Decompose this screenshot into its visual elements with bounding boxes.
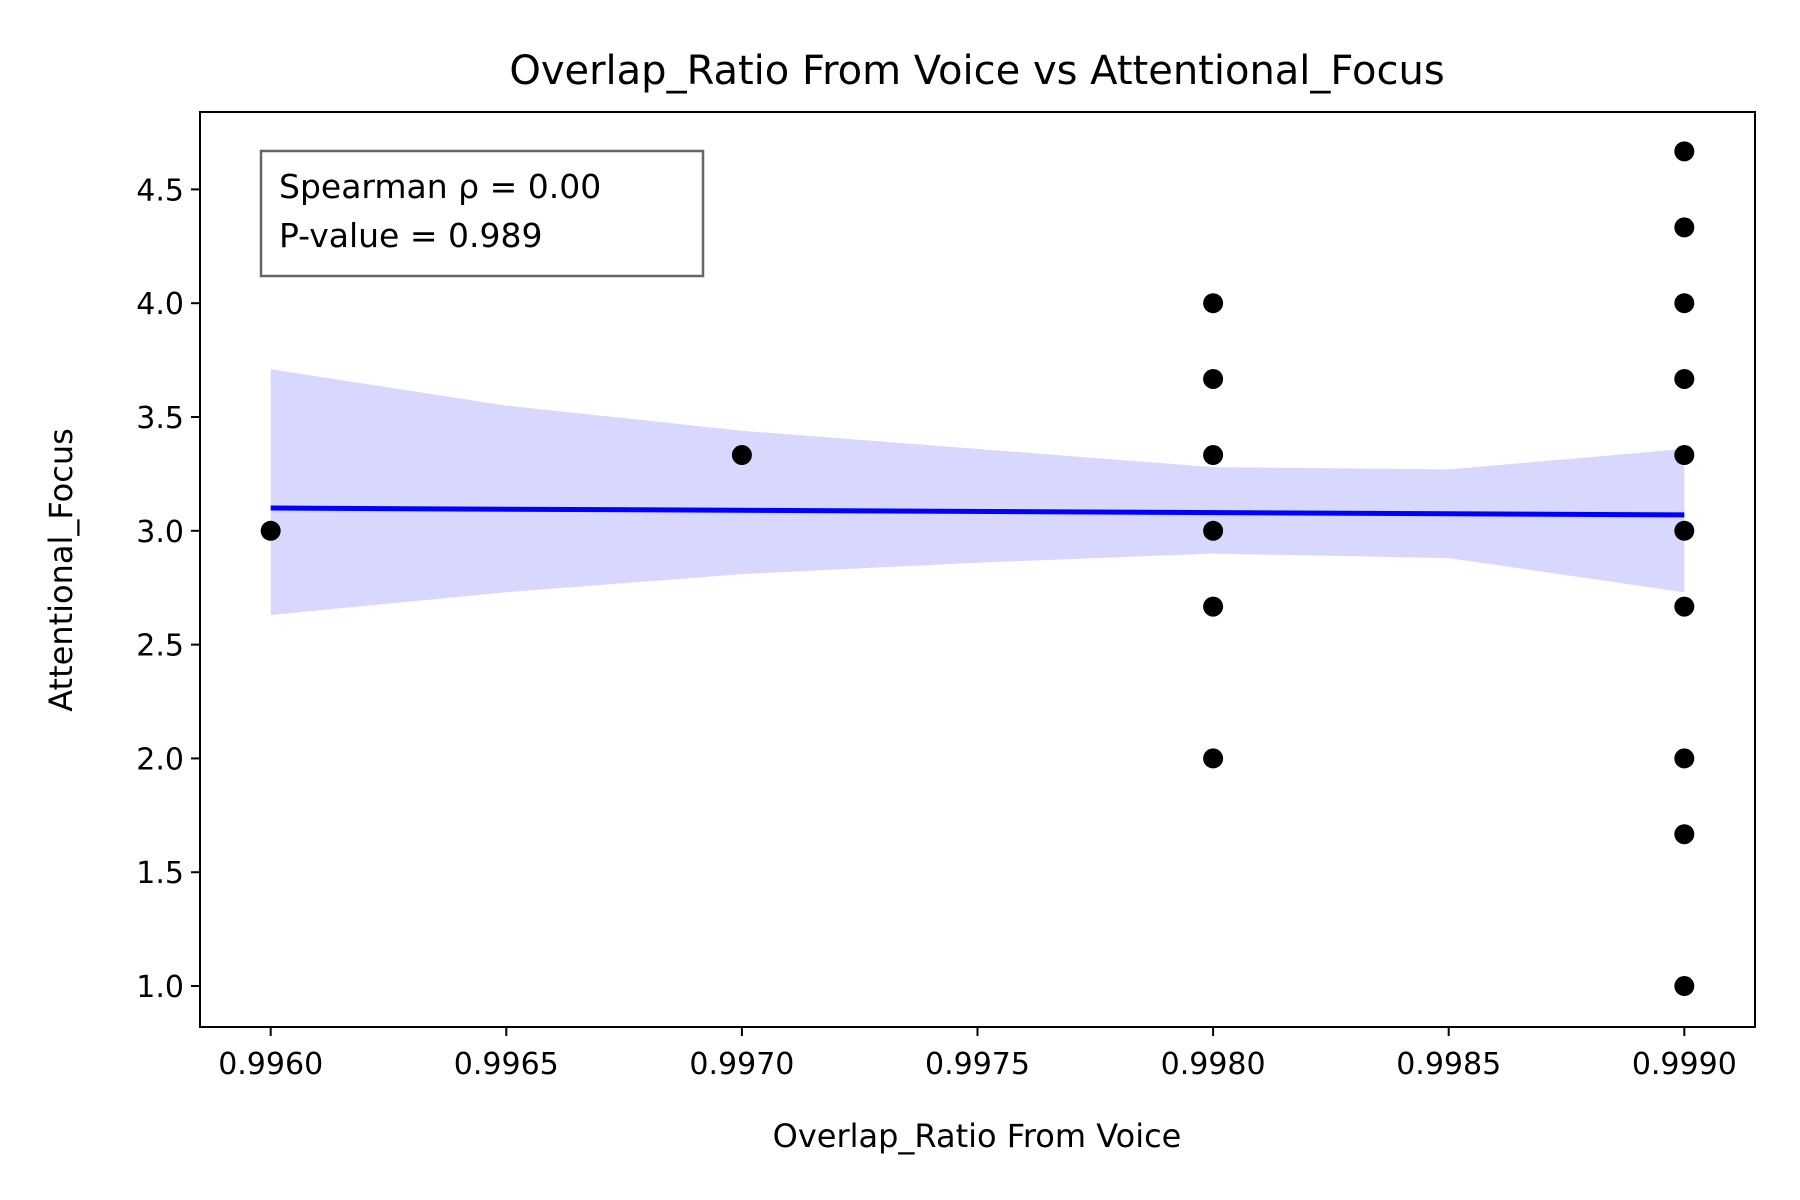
regression-line-layer [270, 505, 1685, 518]
data-point [1674, 445, 1695, 466]
data-point [1203, 445, 1224, 466]
data-point [1203, 596, 1224, 617]
data-point [1203, 368, 1224, 389]
data-point [1674, 520, 1695, 541]
x-tick-label: 0.9975 [925, 1047, 1030, 1082]
chart-title: Overlap_Ratio From Voice vs Attentional_… [509, 48, 1444, 94]
regression-line [270, 505, 1685, 518]
data-point [1203, 293, 1224, 314]
data-point [1674, 141, 1695, 162]
y-tick-label: 2.0 [136, 742, 184, 777]
stats-annotation-box: Spearman ρ = 0.00 P-value = 0.989 [259, 149, 705, 278]
x-axis-label: Overlap_Ratio From Voice [773, 1117, 1182, 1155]
y-axis: 1.0 1.5 2.0 2.5 3.0 3.5 4.0 4.5 [136, 173, 200, 1005]
data-point [260, 520, 281, 541]
data-point [1674, 748, 1695, 769]
y-tick-label: 3.0 [136, 515, 184, 550]
x-tick-label: 0.9970 [689, 1047, 794, 1082]
data-point [1203, 748, 1224, 769]
data-point [1674, 976, 1695, 997]
y-tick-label: 1.5 [136, 856, 184, 891]
x-tick-label: 0.9985 [1396, 1047, 1501, 1082]
confidence-band [270, 369, 1685, 615]
data-point [1674, 293, 1695, 314]
x-tick-label: 0.9990 [1632, 1047, 1737, 1082]
data-point [731, 445, 752, 466]
data-point [1674, 596, 1695, 617]
confidence-band-layer [270, 369, 1685, 615]
y-tick-label: 4.0 [136, 287, 184, 322]
data-point [1674, 824, 1695, 845]
y-tick-label: 2.5 [136, 629, 184, 664]
x-tick-label: 0.9980 [1161, 1047, 1266, 1082]
data-point [1203, 520, 1224, 541]
stats-annotation-line-1: Spearman ρ = 0.00 [279, 167, 601, 206]
x-tick-label: 0.9960 [218, 1047, 323, 1082]
stats-annotation-frame [259, 149, 705, 278]
scatter-points-layer [260, 141, 1695, 997]
x-tick-label: 0.9965 [454, 1047, 559, 1082]
y-axis-label: Attentional_Focus [42, 428, 80, 712]
data-point [1674, 217, 1695, 238]
data-point [1674, 368, 1695, 389]
y-tick-label: 3.5 [136, 401, 184, 436]
y-tick-label: 1.0 [136, 970, 184, 1005]
x-axis: 0.9960 0.9965 0.9970 0.9975 0.9980 0.9985 0.99… [218, 1027, 1737, 1082]
y-tick-label: 4.5 [136, 173, 184, 208]
stats-annotation-line-2: P-value = 0.989 [279, 216, 542, 255]
